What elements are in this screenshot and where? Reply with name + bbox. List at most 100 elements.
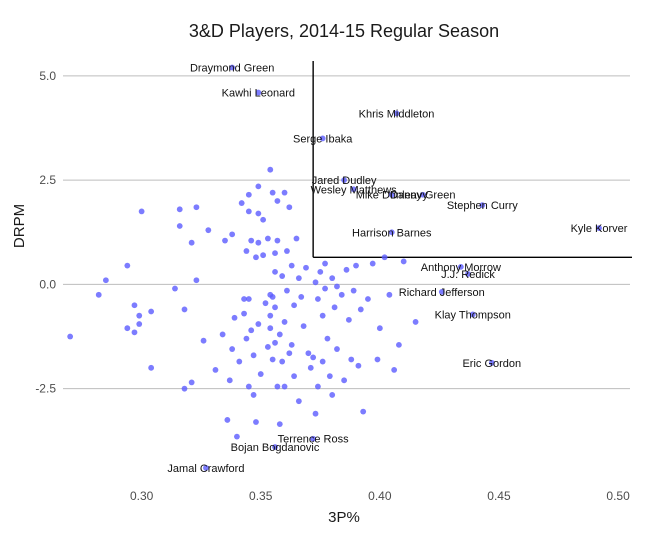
data-point <box>322 260 328 267</box>
y-tick-label-1: 2.5 <box>39 173 56 187</box>
data-point <box>255 239 262 246</box>
data-point <box>412 319 419 325</box>
x-tick-label-0: 0.30 <box>130 489 154 503</box>
labeled-data-point <box>488 359 495 366</box>
data-point <box>288 262 295 269</box>
data-point <box>264 344 271 350</box>
data-point <box>131 329 138 336</box>
point-label: Jamal Crawford <box>167 463 244 475</box>
data-point <box>148 364 155 371</box>
data-point <box>274 198 281 204</box>
point-label: Kyle Korver <box>571 223 628 235</box>
data-point <box>281 319 288 325</box>
data-point <box>102 277 109 284</box>
data-point <box>250 352 257 359</box>
data-point <box>222 237 228 244</box>
data-point <box>253 419 259 425</box>
data-point <box>288 341 295 348</box>
data-point <box>276 331 283 338</box>
data-point <box>386 291 393 298</box>
x-tick-label-2: 0.40 <box>368 489 392 503</box>
y-axis-ticks: 5.0 2.5 0.0 -2.5 <box>35 69 56 396</box>
threshold-box <box>312 61 632 258</box>
labeled-data-point <box>341 177 348 184</box>
point-label: Danny Green <box>390 190 455 202</box>
data-point <box>298 294 305 300</box>
data-point <box>291 302 297 309</box>
labeled-data-point <box>388 229 395 236</box>
labeled-data-point <box>596 225 602 231</box>
data-point <box>374 356 381 363</box>
point-label: Bojan Bogdanovic <box>231 442 320 454</box>
data-point <box>281 189 288 196</box>
data-point <box>274 237 281 244</box>
point-label: Stephen Curry <box>447 200 518 212</box>
data-point <box>267 325 274 332</box>
data-point <box>355 362 362 369</box>
labeled-data-point <box>229 64 236 71</box>
data-point <box>319 358 326 365</box>
data-point <box>255 210 262 217</box>
y-tick-label-0: 5.0 <box>39 69 56 83</box>
data-point <box>267 312 274 319</box>
x-tick-label-4: 0.50 <box>606 489 630 503</box>
data-point <box>272 304 278 311</box>
data-point <box>245 296 252 302</box>
labeled-data-point <box>465 271 471 277</box>
point-label: Richard Jefferson <box>399 287 485 299</box>
data-point <box>176 206 183 213</box>
data-point <box>381 254 388 261</box>
data-point <box>148 308 155 315</box>
data-point <box>322 285 328 292</box>
data-point <box>295 398 302 405</box>
data-point <box>279 358 286 365</box>
data-point <box>276 421 283 428</box>
data-point <box>286 204 293 211</box>
data-point <box>260 216 267 223</box>
data-point <box>312 410 319 417</box>
point-label: Eric Gordon <box>462 358 521 370</box>
data-point <box>176 223 183 229</box>
y-axis-title: DRPM <box>11 204 28 248</box>
labeled-data-point <box>419 191 426 198</box>
data-point <box>279 273 286 279</box>
point-label: Anthony Morrow <box>421 262 501 274</box>
labeled-data-point <box>310 435 317 442</box>
data-point <box>250 392 257 398</box>
point-label: J.J. Redick <box>441 269 495 281</box>
data-point <box>234 433 240 440</box>
data-point <box>124 262 131 269</box>
data-point <box>245 208 252 215</box>
data-point <box>329 275 336 282</box>
labeled-data-point <box>438 289 445 295</box>
data-point <box>272 268 278 275</box>
data-point <box>305 350 312 357</box>
data-point <box>260 252 267 259</box>
data-point <box>264 235 271 242</box>
data-point <box>315 296 321 302</box>
data-point <box>376 325 383 332</box>
data-point <box>219 331 226 338</box>
data-point <box>331 304 338 311</box>
data-point <box>329 392 336 398</box>
data-point <box>231 314 238 321</box>
data-point <box>241 310 247 317</box>
data-point <box>131 302 138 309</box>
data-point <box>281 383 288 390</box>
data-point <box>269 294 276 300</box>
data-point <box>138 208 145 215</box>
point-label: Kawhi Leonard <box>222 88 295 100</box>
x-tick-label-1: 0.35 <box>249 489 273 503</box>
data-point <box>369 260 376 267</box>
data-point <box>255 321 262 327</box>
data-point <box>193 277 200 284</box>
data-point <box>343 266 350 273</box>
data-point <box>334 346 340 352</box>
point-label: Wesley Matthews <box>311 184 397 196</box>
data-point <box>334 283 340 290</box>
labeled-data-point <box>203 465 209 471</box>
data-point <box>391 366 398 373</box>
data-point <box>350 287 357 294</box>
data-point <box>400 258 407 265</box>
